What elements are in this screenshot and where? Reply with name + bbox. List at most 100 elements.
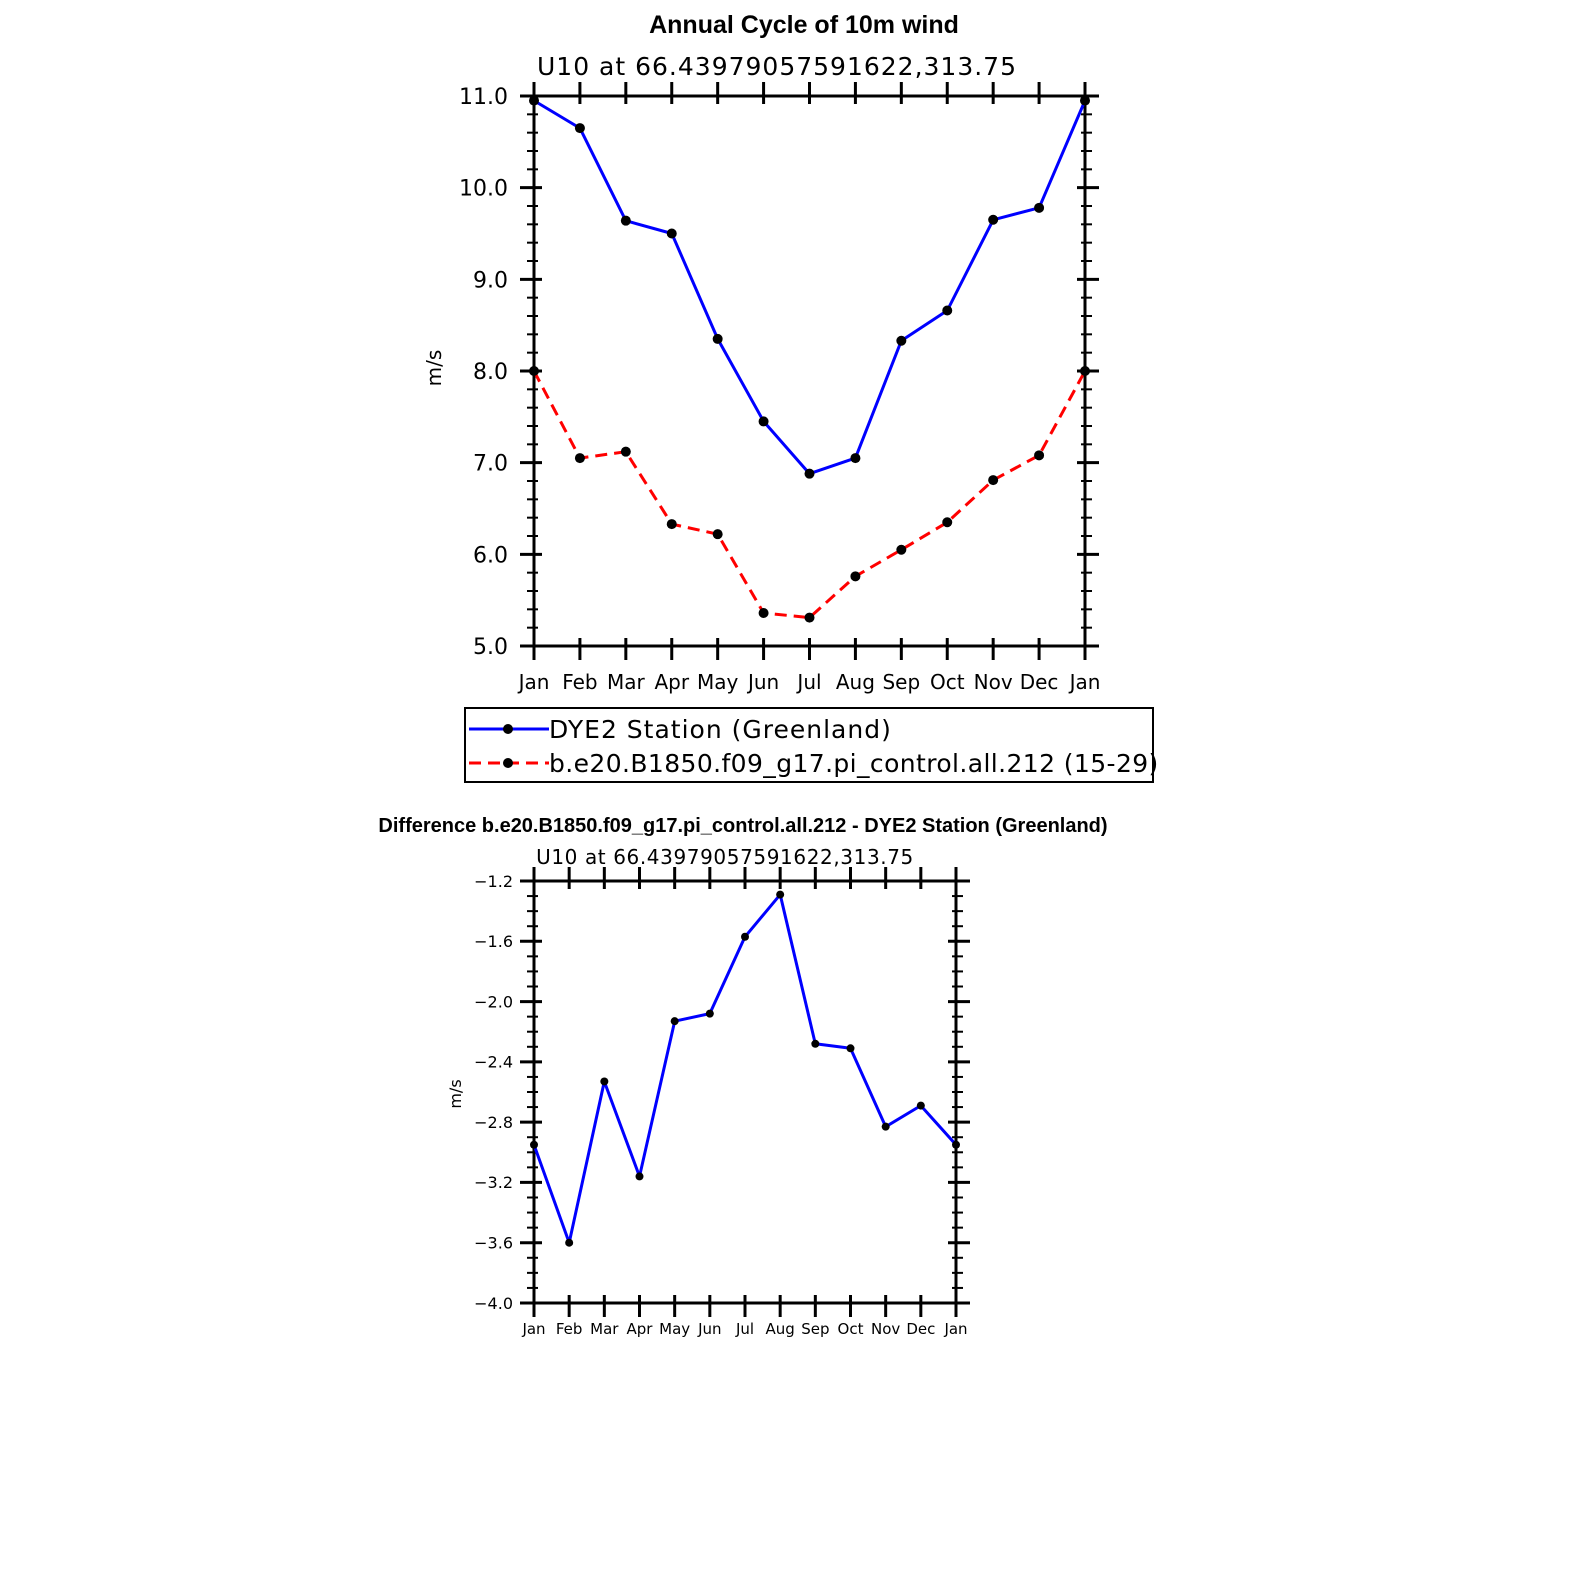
chart1-ticks: Jan Feb Mar Apr May Jun Jul Aug Sep Oct Nov Dec Jan 5…	[459, 82, 1100, 694]
data-point	[666, 228, 677, 239]
chart2-series	[530, 890, 960, 1247]
data-point	[776, 890, 785, 899]
annual-cycle-chart: Annual Cycle of 10m wind U10 at 66.43979…	[422, 11, 1159, 783]
chart1-axes	[532, 94, 1087, 648]
y-tick-label: 5.0	[473, 635, 508, 660]
data-point	[712, 333, 723, 344]
chart2-axes	[532, 879, 958, 1305]
data-point	[804, 612, 815, 623]
data-point	[850, 571, 861, 582]
data-point	[620, 446, 631, 457]
x-tick-label: May	[697, 670, 739, 694]
x-tick-label: Oct	[930, 670, 965, 694]
data-point	[846, 1044, 855, 1053]
x-tick-label: Apr	[627, 1320, 654, 1338]
chart1-legend: DYE2 Station (Greenland) b.e20.B1850.f09…	[464, 707, 1159, 783]
x-tick-label: Feb	[562, 670, 597, 694]
y-tick-label: −3.6	[474, 1233, 513, 1252]
data-point	[896, 544, 907, 555]
x-tick-label: Jan	[517, 670, 550, 694]
chart2-frame	[532, 879, 958, 1305]
data-point	[635, 1172, 644, 1181]
chart1-title: Annual Cycle of 10m wind	[649, 11, 959, 39]
data-point	[988, 214, 999, 225]
legend-marker-dye2	[503, 724, 513, 734]
data-point	[705, 1009, 714, 1018]
x-tick-label: Jul	[735, 1320, 754, 1338]
x-tick-label: Jan	[1068, 670, 1101, 694]
y-tick-label: 10.0	[459, 177, 508, 202]
data-point	[529, 95, 539, 106]
data-point	[1080, 95, 1090, 106]
data-point	[804, 468, 815, 479]
data-point	[1080, 366, 1090, 376]
y-tick-label: −1.6	[474, 932, 513, 951]
data-point	[952, 1140, 960, 1149]
data-point	[600, 1077, 609, 1086]
series-line-0	[532, 893, 958, 1245]
chart1-series	[529, 95, 1090, 623]
data-point	[758, 416, 769, 427]
y-tick-label: 7.0	[473, 452, 508, 477]
y-tick-label: −2.8	[474, 1113, 513, 1132]
data-point	[988, 475, 999, 486]
chart2-title: Difference b.e20.B1850.f09_g17.pi_contro…	[378, 815, 1107, 837]
y-tick-label: 6.0	[473, 543, 508, 568]
chart1-subtitle: U10 at 66.43979057591622,313.75	[537, 52, 1017, 81]
x-tick-label: Jul	[795, 670, 821, 694]
x-tick-label: Mar	[590, 1320, 619, 1338]
data-point	[574, 123, 585, 134]
y-tick-label: −1.2	[474, 872, 513, 891]
chart2-ylabel: m/s	[446, 1079, 465, 1108]
x-tick-label: May	[659, 1320, 690, 1338]
y-tick-label: 11.0	[459, 85, 508, 110]
x-tick-label: Jan	[943, 1320, 967, 1338]
data-point	[758, 608, 769, 618]
legend-box	[464, 707, 1154, 783]
data-point	[529, 366, 539, 376]
x-tick-label: Sep	[801, 1320, 829, 1338]
chart2-subtitle: U10 at 66.43979057591622,313.75	[536, 845, 914, 869]
x-tick-label: Nov	[871, 1320, 900, 1338]
data-point	[530, 1140, 538, 1149]
x-tick-label: Sep	[882, 670, 920, 694]
data-point	[565, 1238, 574, 1247]
data-point	[574, 453, 585, 464]
data-point	[666, 519, 677, 530]
data-point	[1034, 450, 1045, 461]
y-tick-label: −3.2	[474, 1173, 513, 1192]
y-tick-label: 8.0	[473, 360, 508, 385]
x-tick-label: Aug	[836, 670, 875, 694]
y-tick-label: −2.0	[474, 992, 513, 1011]
data-point	[896, 335, 907, 346]
x-tick-label: Nov	[974, 670, 1013, 694]
y-tick-label: 9.0	[473, 268, 508, 293]
data-point	[670, 1017, 679, 1026]
data-point	[811, 1039, 820, 1048]
x-tick-label: Aug	[766, 1320, 795, 1338]
legend-marker-model	[503, 758, 513, 768]
series-line-0	[533, 99, 1087, 476]
y-tick-label: −2.4	[474, 1053, 513, 1072]
x-tick-label: Apr	[654, 670, 689, 694]
chart2-ticks: Jan Feb Mar Apr May Jun Jul Aug Sep Oct Nov Dec Jan−…	[474, 867, 970, 1338]
data-point	[741, 932, 749, 941]
data-point	[620, 215, 631, 226]
data-point	[916, 1101, 925, 1110]
x-tick-label: Jun	[697, 1320, 721, 1338]
x-tick-label: Mar	[607, 670, 646, 694]
x-tick-label: Jun	[746, 670, 779, 694]
data-point	[850, 453, 861, 464]
data-point	[712, 529, 723, 540]
legend-label-model: b.e20.B1850.f09_g17.pi_control.all.212 (…	[549, 749, 1159, 778]
x-tick-label: Feb	[556, 1320, 583, 1338]
x-tick-label: Jan	[521, 1320, 545, 1338]
data-point	[1034, 202, 1045, 213]
x-tick-label: Oct	[838, 1320, 864, 1338]
chart1-frame	[532, 94, 1087, 648]
data-point	[942, 517, 953, 528]
difference-chart: Difference b.e20.B1850.f09_g17.pi_contro…	[378, 815, 1107, 1338]
chart1-ylabel: m/s	[422, 350, 446, 387]
series-line-1	[532, 370, 1087, 620]
